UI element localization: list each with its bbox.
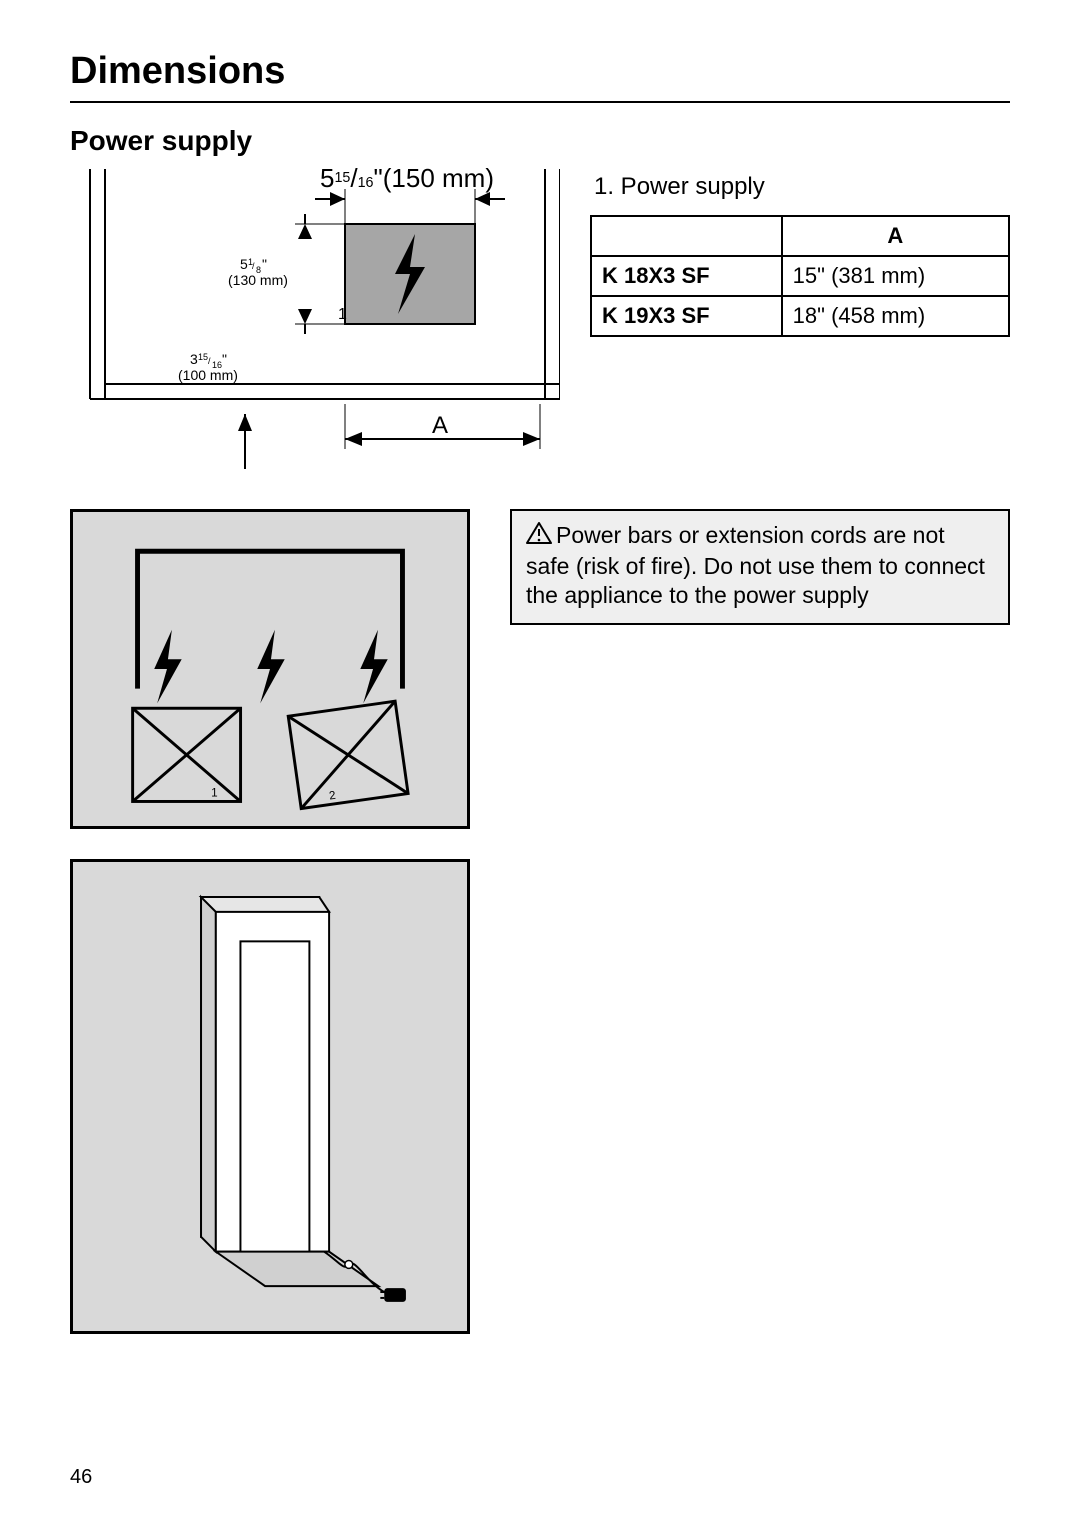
svg-text:A: A	[432, 412, 448, 439]
right-column: 1. Power supply A K 18X3 SF 15" (381 mm)…	[590, 169, 1010, 337]
warning-icon	[526, 521, 552, 552]
svg-text:1: 1	[211, 787, 218, 800]
table-cell-model: K 18X3 SF	[591, 256, 782, 296]
table-cell-value: 15" (381 mm)	[782, 256, 1009, 296]
bolt-icon	[154, 630, 181, 704]
table-cell-value: 18" (458 mm)	[782, 296, 1009, 336]
svg-text:(100 mm): (100 mm)	[178, 367, 238, 383]
svg-text:15: 15	[198, 352, 208, 362]
table-cell-model: K 19X3 SF	[591, 296, 782, 336]
title-rule	[70, 101, 1010, 103]
table-header-blank	[591, 216, 782, 256]
svg-text:": "	[262, 256, 267, 272]
power-bar-diagram: 1 2	[70, 509, 470, 829]
page-number: 46	[70, 1466, 92, 1489]
subheading-power-supply: Power supply	[70, 125, 1010, 157]
legend-item-1: 1. Power supply	[594, 173, 1010, 201]
bolt-icon	[360, 630, 387, 704]
table-row: K 18X3 SF 15" (381 mm)	[591, 256, 1009, 296]
top-dim-label: 515/16"(150 mm)	[320, 163, 494, 194]
dimension-table: A K 18X3 SF 15" (381 mm) K 19X3 SF 18" (…	[590, 215, 1010, 337]
svg-text:5: 5	[240, 256, 248, 272]
top-dimension-diagram: 1 5 1 / 8 "	[70, 169, 560, 469]
svg-text:1: 1	[338, 306, 347, 323]
warning-text: Power bars or extension cords are not sa…	[526, 522, 985, 608]
svg-text:": "	[222, 351, 227, 367]
svg-text:3: 3	[190, 351, 198, 367]
warning-box: Power bars or extension cords are not sa…	[510, 509, 1010, 625]
svg-text:/: /	[208, 356, 211, 366]
svg-text:/: /	[252, 261, 255, 271]
appliance-with-cord-diagram	[70, 859, 470, 1334]
page-title: Dimensions	[70, 50, 1010, 93]
table-row: K 19X3 SF 18" (458 mm)	[591, 296, 1009, 336]
svg-text:(130 mm): (130 mm)	[228, 272, 288, 288]
bolt-icon	[257, 630, 284, 704]
table-header-a: A	[782, 216, 1009, 256]
svg-text:2: 2	[328, 789, 336, 803]
